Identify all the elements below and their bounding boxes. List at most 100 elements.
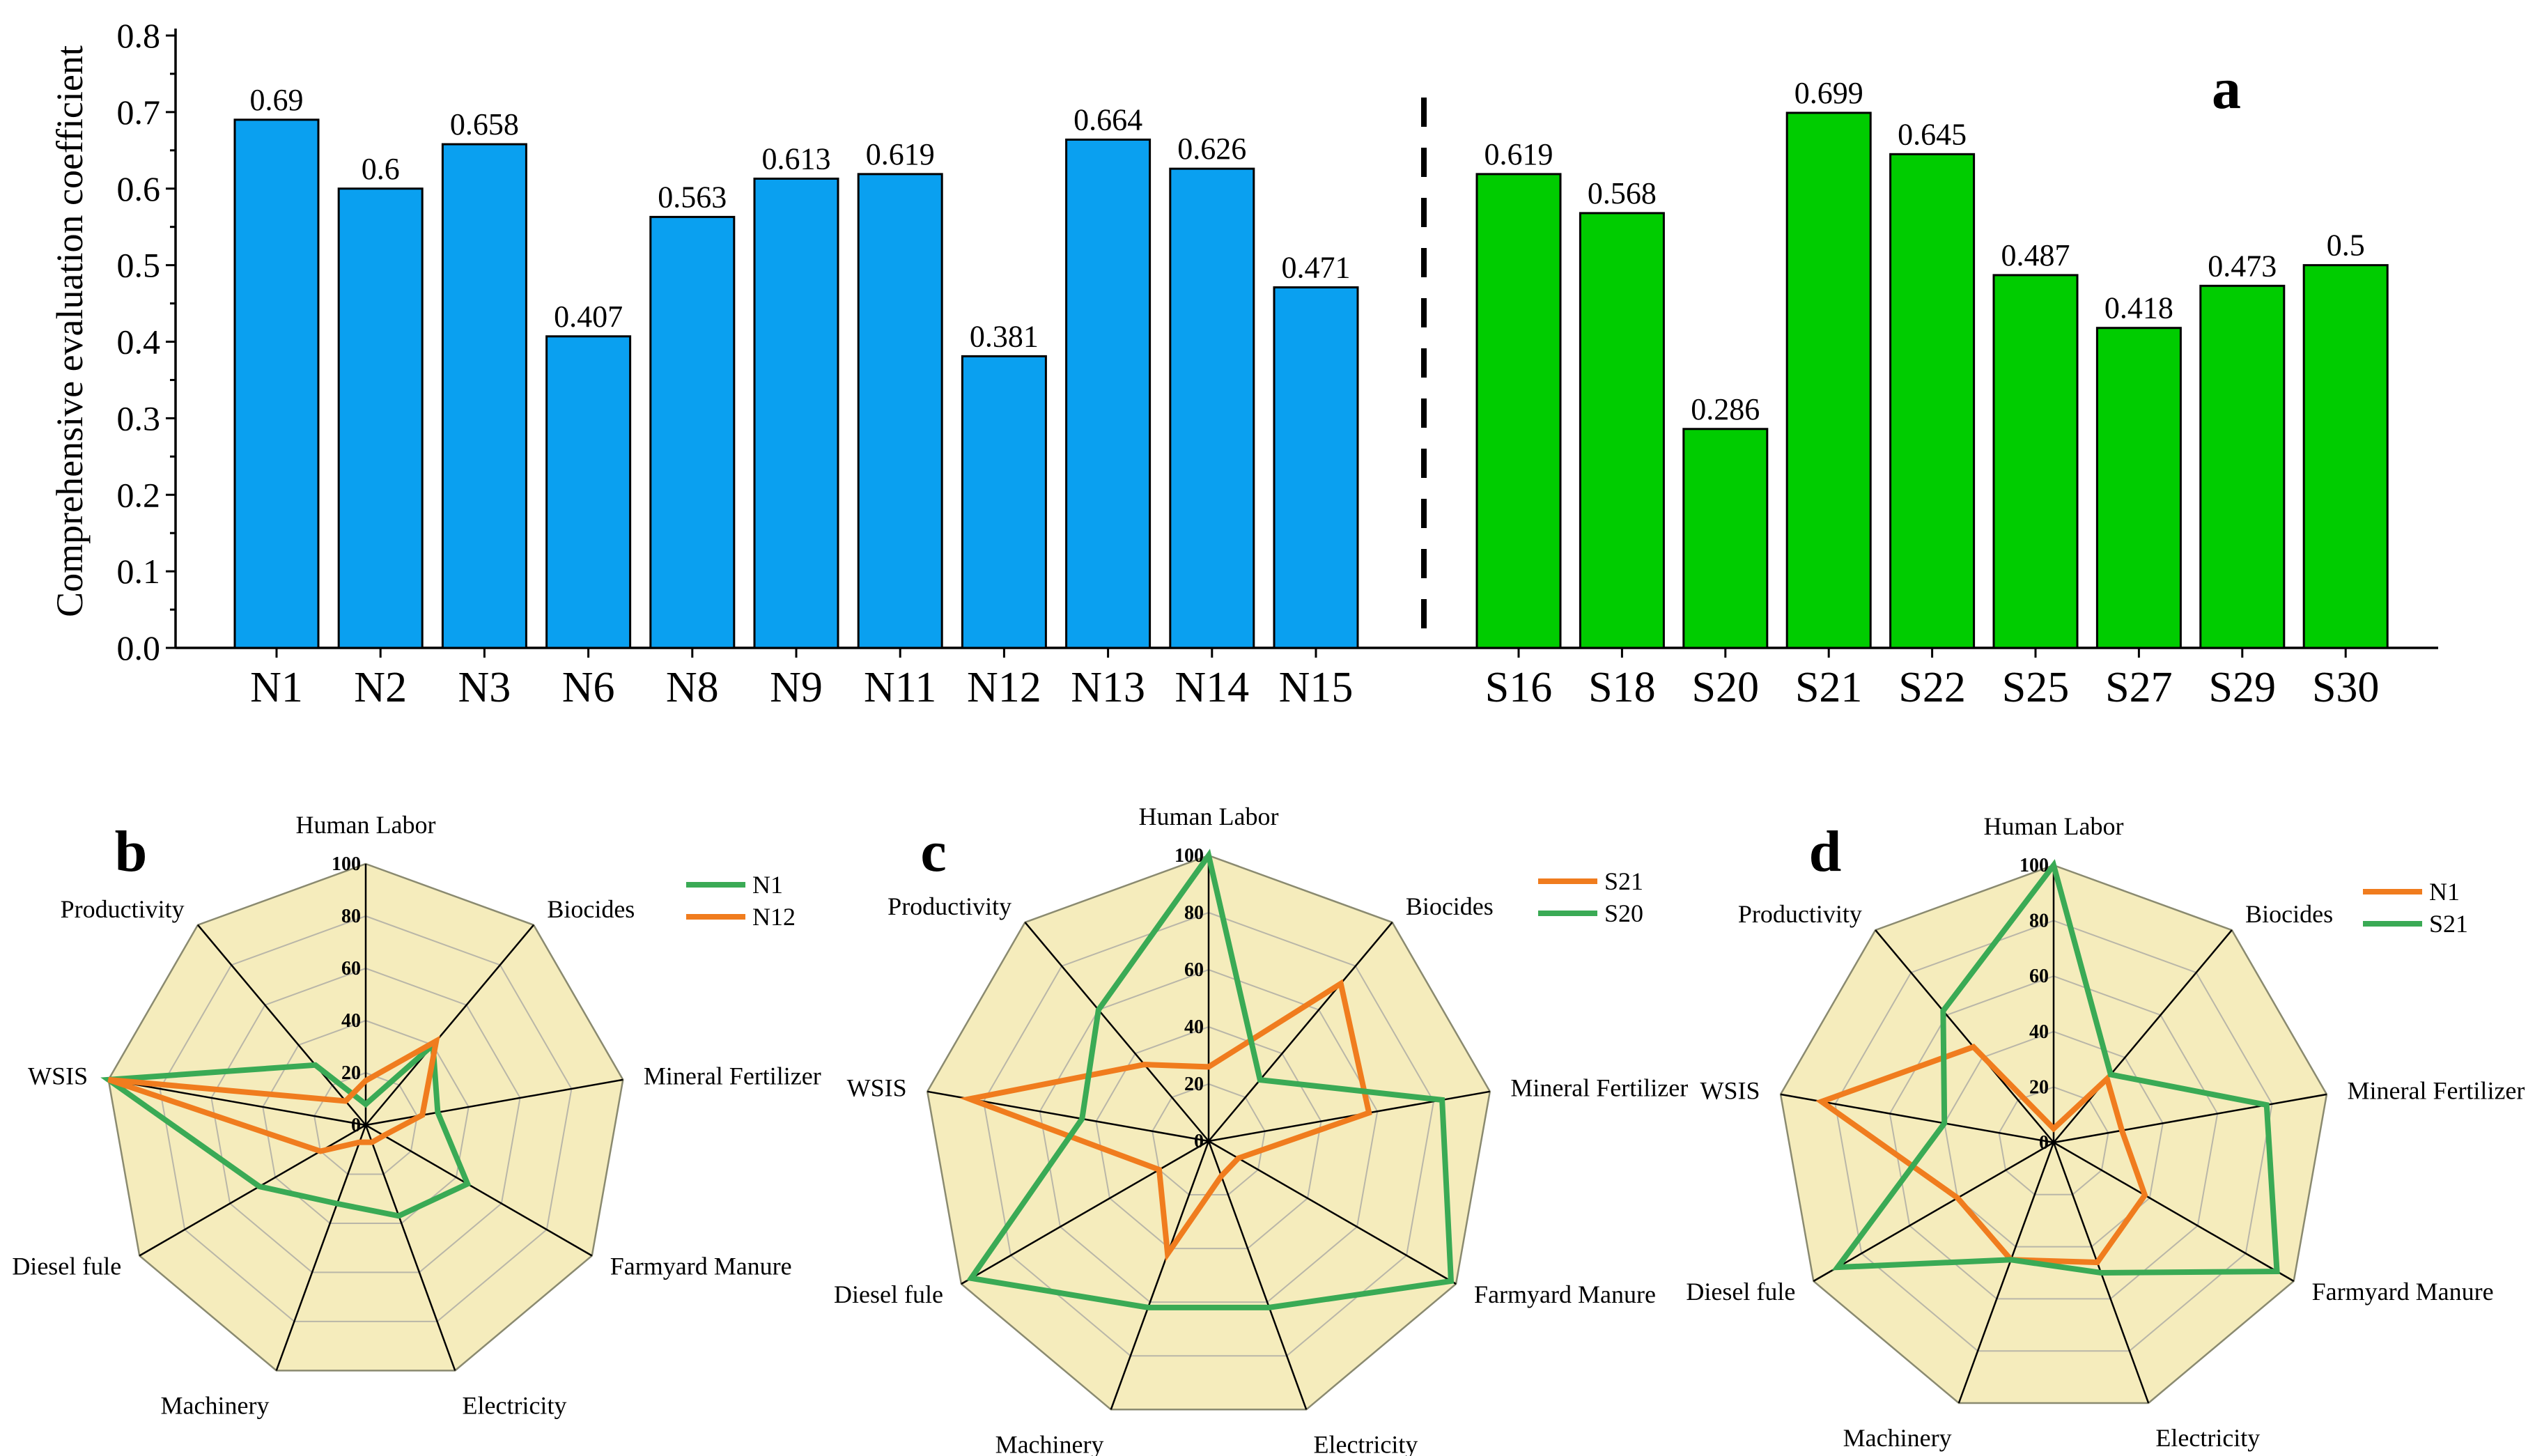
radar-grid-ring — [262, 1019, 470, 1224]
legend-label-s20: S20 — [1604, 899, 1643, 927]
radar-axis-label: Productivity — [61, 895, 185, 923]
radar-spoke — [1208, 922, 1393, 1142]
radar-tick-label: 100 — [332, 853, 361, 875]
bar-value-label: 0.563 — [658, 180, 727, 214]
radar-spoke — [196, 924, 366, 1126]
radar-axis-label: Mineral Fertilizer — [2347, 1077, 2525, 1105]
bar-n3 — [441, 143, 527, 649]
radar-spoke — [365, 1078, 623, 1126]
bar-chart-panel-a: 0.0 0.1 0.2 0.3 0.4 0.5 0.6 0.7 0.8 Comprehensive… — [49, 16, 2438, 711]
bar-s16 — [1475, 173, 1562, 649]
radar-spoke — [1024, 922, 1209, 1142]
bar-value-label: 0.613 — [762, 141, 831, 176]
x-tick-label: S22 — [1898, 664, 1965, 711]
bar-n9 — [753, 177, 839, 649]
radar-tick-label: 80 — [341, 906, 361, 927]
bar-n12 — [961, 355, 1047, 649]
radar-series-s21 — [959, 979, 1372, 1262]
x-tick-label: S20 — [1692, 664, 1759, 711]
radar-spoke — [275, 1124, 367, 1371]
y-tick-label: 0.1 — [117, 552, 161, 591]
bar-n15 — [1273, 286, 1359, 649]
y-tick-label: 0.8 — [117, 16, 161, 55]
radar-grid-ring — [1944, 1030, 2164, 1248]
radar-series-s21 — [1831, 859, 2280, 1276]
x-tick-label: N11 — [864, 664, 936, 711]
radar-series-n12 — [107, 1035, 440, 1154]
radar-spoke — [2053, 1141, 2295, 1283]
bar-s22 — [1889, 153, 1976, 649]
radar-spoke — [1207, 1140, 1308, 1410]
x-tick-label: N15 — [1279, 664, 1354, 711]
bar-n1 — [233, 118, 320, 649]
bar-s27 — [2095, 327, 2182, 649]
radar-axis-label: Human Labor — [1984, 812, 2124, 840]
radar-tick-label: 80 — [2029, 911, 2049, 932]
bar-value-label: 0.471 — [1282, 250, 1351, 284]
radar-tick-label: 0 — [351, 1115, 361, 1136]
radar-grid-ring — [1095, 1025, 1322, 1250]
bar-value-label: 0.699 — [1794, 76, 1863, 110]
radar-axis-label: Farmyard Manure — [610, 1253, 792, 1280]
bar-value-label: 0.6 — [362, 152, 400, 186]
radar-grid-ring — [982, 911, 1435, 1357]
bar-value-label: 0.619 — [1484, 137, 1553, 171]
x-tick-label: S30 — [2312, 664, 2379, 711]
x-tick-label: N14 — [1175, 664, 1249, 711]
radar-series-n1 — [100, 1039, 472, 1219]
bar-s25 — [1992, 274, 2079, 649]
radar-grid-ring — [1039, 968, 1379, 1303]
radar-spoke — [1958, 1142, 2055, 1404]
bar-value-label: 0.69 — [250, 83, 304, 117]
radar-spoke — [1813, 1141, 2054, 1283]
radar-chart-panel-d: 0 20 40 60 80 100 Human Labor Biocides Mineral F… — [1686, 812, 2525, 1452]
bar-s21 — [1785, 111, 1872, 649]
radar-tick-label: 0 — [1194, 1131, 1204, 1152]
radar-tick-label: 20 — [2029, 1076, 2049, 1098]
x-tick-label: N12 — [967, 664, 1041, 711]
bar-s29 — [2199, 284, 2286, 649]
bar-value-label: 0.418 — [2104, 291, 2173, 325]
y-tick-label: 0.4 — [117, 323, 161, 362]
x-tick-label: N8 — [666, 664, 719, 711]
radar-tick-label: 60 — [2029, 966, 2049, 987]
bar-value-label: 0.619 — [866, 137, 935, 171]
radar-series-n1 — [1815, 1044, 2148, 1266]
legend-label-n1: N1 — [752, 871, 783, 899]
bar-n6 — [545, 335, 632, 649]
radar-tick-label: 100 — [1175, 845, 1204, 867]
legend-label-n1: N1 — [2429, 878, 2460, 906]
radar-axis-label: Machinery — [161, 1392, 270, 1420]
bar-value-label: 0.5 — [2327, 229, 2365, 263]
bar-value-label: 0.568 — [1588, 176, 1657, 210]
radar-axis-label: Productivity — [1738, 900, 1862, 928]
x-tick-label: N2 — [354, 664, 407, 711]
radar-spoke — [1208, 1140, 1457, 1285]
panel-label-c: c — [920, 819, 946, 884]
bar-s18 — [1579, 212, 1665, 649]
y-tick-label: 0.5 — [117, 246, 161, 285]
x-tick-label: S18 — [1588, 664, 1655, 711]
bar-n11 — [857, 173, 943, 649]
bar-value-label: 0.286 — [1691, 392, 1760, 426]
panel-label-a: a — [2212, 56, 2241, 121]
radar-axis-label: Diesel fule — [834, 1280, 943, 1308]
radar-axis-label: Biocides — [547, 895, 635, 923]
x-tick-label: S29 — [2209, 664, 2276, 711]
radar-axis-label: Electricity — [1313, 1430, 1418, 1456]
panel-label-b: b — [115, 819, 148, 884]
x-tick-label: S25 — [2002, 664, 2069, 711]
radar-tick-label: 60 — [1184, 959, 1204, 981]
radar-axis-label: Machinery — [1843, 1424, 1952, 1452]
radar-spoke — [1875, 929, 2054, 1143]
radar-spoke — [2053, 929, 2233, 1143]
radar-axis-label: Electricity — [2155, 1424, 2260, 1452]
radar-tick-label: 20 — [1184, 1074, 1204, 1095]
bar-n8 — [649, 215, 736, 649]
y-tick-label: 0.3 — [117, 398, 161, 437]
bar-n2 — [337, 187, 424, 649]
y-tick-label: 0.2 — [117, 475, 161, 514]
radar-tick-label: 40 — [2029, 1021, 2049, 1043]
radar-tick-label: 60 — [341, 958, 361, 979]
x-tick-label: N3 — [458, 664, 511, 711]
